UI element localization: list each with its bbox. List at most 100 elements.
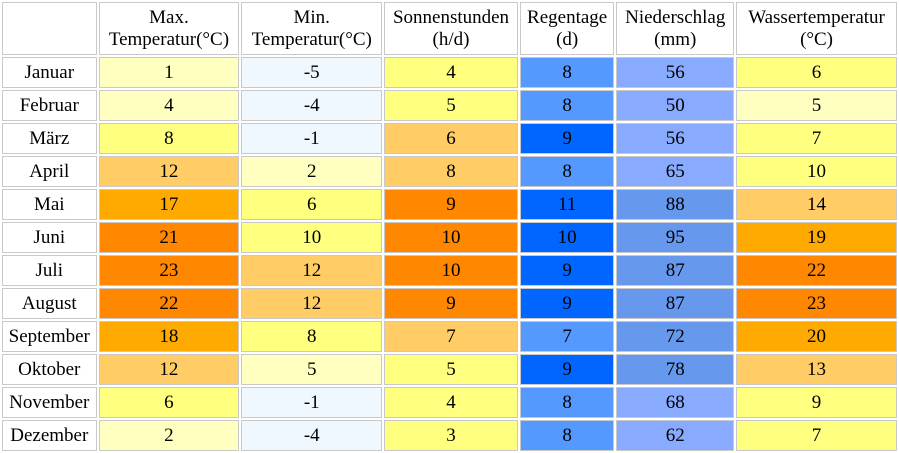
cell-max-temperature: 12	[98, 354, 240, 385]
cell-max-temperature: 2	[98, 420, 240, 451]
cell-sunshine-hours: 3	[384, 420, 518, 451]
month-label: Juli	[2, 255, 97, 286]
cell-min-temperature: -1	[241, 123, 383, 154]
cell-sunshine-hours: 10	[384, 255, 518, 286]
cell-rain-days: 8	[519, 57, 615, 88]
cell-rain-days: 9	[519, 255, 615, 286]
month-label: März	[2, 123, 97, 154]
cell-min-temperature: -4	[241, 90, 383, 121]
cell-precipitation: 78	[616, 354, 735, 385]
table-row: September 18 8 7 7 72 20	[2, 321, 897, 352]
cell-max-temperature: 1	[98, 57, 240, 88]
cell-precipitation: 72	[616, 321, 735, 352]
cell-rain-days: 7	[519, 321, 615, 352]
header-line2: Temperatur(°C)	[108, 28, 230, 50]
climate-table-body: Januar 1 -5 4 8 56 6 Februar 4 -4 5 8 50 5 März 8 -1 6 9 56…	[2, 57, 897, 451]
header-sunshine-hours: Sonnenstunden (h/d)	[384, 2, 518, 55]
header-line1: Max.	[149, 6, 189, 28]
cell-sunshine-hours: 5	[384, 354, 518, 385]
cell-water-temperature: 23	[736, 288, 897, 319]
cell-max-temperature: 4	[98, 90, 240, 121]
cell-max-temperature: 6	[98, 387, 240, 418]
table-row: April 12 2 8 8 65 10	[2, 156, 897, 187]
cell-precipitation: 68	[616, 387, 735, 418]
header-line1: Regentage	[527, 6, 608, 28]
header-row: Max. Temperatur(°C) Min. Temperatur(°C) …	[2, 2, 897, 55]
month-label: April	[2, 156, 97, 187]
cell-sunshine-hours: 9	[384, 288, 518, 319]
cell-max-temperature: 23	[98, 255, 240, 286]
cell-precipitation: 87	[616, 288, 735, 319]
cell-water-temperature: 7	[736, 420, 897, 451]
cell-rain-days: 8	[519, 420, 615, 451]
month-label: Januar	[2, 57, 97, 88]
cell-min-temperature: 10	[241, 222, 383, 253]
cell-min-temperature: 8	[241, 321, 383, 352]
header-water-temperature: Wassertemperatur (°C)	[736, 2, 897, 55]
corner-cell	[2, 2, 97, 55]
month-label: August	[2, 288, 97, 319]
month-label: Oktober	[2, 354, 97, 385]
cell-water-temperature: 14	[736, 189, 897, 220]
header-precipitation: Niederschlag (mm)	[616, 2, 735, 55]
month-label: Februar	[2, 90, 97, 121]
cell-max-temperature: 12	[98, 156, 240, 187]
table-row: Februar 4 -4 5 8 50 5	[2, 90, 897, 121]
cell-precipitation: 50	[616, 90, 735, 121]
cell-water-temperature: 19	[736, 222, 897, 253]
header-line1: Sonnenstunden	[392, 6, 510, 28]
cell-sunshine-hours: 4	[384, 387, 518, 418]
table-row: Mai 17 6 9 11 88 14	[2, 189, 897, 220]
cell-rain-days: 8	[519, 156, 615, 187]
cell-water-temperature: 7	[736, 123, 897, 154]
month-label: Mai	[2, 189, 97, 220]
cell-water-temperature: 10	[736, 156, 897, 187]
cell-precipitation: 65	[616, 156, 735, 187]
cell-min-temperature: 5	[241, 354, 383, 385]
table-row: Oktober 12 5 5 9 78 13	[2, 354, 897, 385]
cell-water-temperature: 20	[736, 321, 897, 352]
header-line2: (d)	[556, 28, 579, 50]
cell-max-temperature: 8	[98, 123, 240, 154]
table-row: November 6 -1 4 8 68 9	[2, 387, 897, 418]
cell-sunshine-hours: 4	[384, 57, 518, 88]
cell-rain-days: 9	[519, 354, 615, 385]
header-rain-days: Regentage (d)	[519, 2, 615, 55]
header-line2: (°C)	[800, 28, 833, 50]
header-line1: Niederschlag	[625, 6, 726, 28]
cell-precipitation: 95	[616, 222, 735, 253]
header-line2: (mm)	[654, 28, 697, 50]
cell-min-temperature: 2	[241, 156, 383, 187]
cell-min-temperature: -1	[241, 387, 383, 418]
cell-max-temperature: 18	[98, 321, 240, 352]
table-row: Juni 21 10 10 10 95 19	[2, 222, 897, 253]
cell-precipitation: 87	[616, 255, 735, 286]
cell-rain-days: 8	[519, 387, 615, 418]
cell-water-temperature: 5	[736, 90, 897, 121]
table-row: März 8 -1 6 9 56 7	[2, 123, 897, 154]
cell-precipitation: 56	[616, 123, 735, 154]
header-max-temperature: Max. Temperatur(°C)	[98, 2, 240, 55]
header-line2: Temperatur(°C)	[251, 28, 372, 50]
cell-sunshine-hours: 5	[384, 90, 518, 121]
cell-max-temperature: 21	[98, 222, 240, 253]
cell-min-temperature: 6	[241, 189, 383, 220]
month-label: November	[2, 387, 97, 418]
month-label: Dezember	[2, 420, 97, 451]
cell-min-temperature: 12	[241, 288, 383, 319]
table-row: August 22 12 9 9 87 23	[2, 288, 897, 319]
cell-rain-days: 8	[519, 90, 615, 121]
cell-water-temperature: 13	[736, 354, 897, 385]
cell-min-temperature: -5	[241, 57, 383, 88]
cell-sunshine-hours: 10	[384, 222, 518, 253]
cell-water-temperature: 9	[736, 387, 897, 418]
cell-sunshine-hours: 8	[384, 156, 518, 187]
cell-rain-days: 9	[519, 123, 615, 154]
cell-max-temperature: 17	[98, 189, 240, 220]
table-row: Dezember 2 -4 3 8 62 7	[2, 420, 897, 451]
cell-precipitation: 56	[616, 57, 735, 88]
cell-sunshine-hours: 7	[384, 321, 518, 352]
cell-min-temperature: 12	[241, 255, 383, 286]
month-label: September	[2, 321, 97, 352]
